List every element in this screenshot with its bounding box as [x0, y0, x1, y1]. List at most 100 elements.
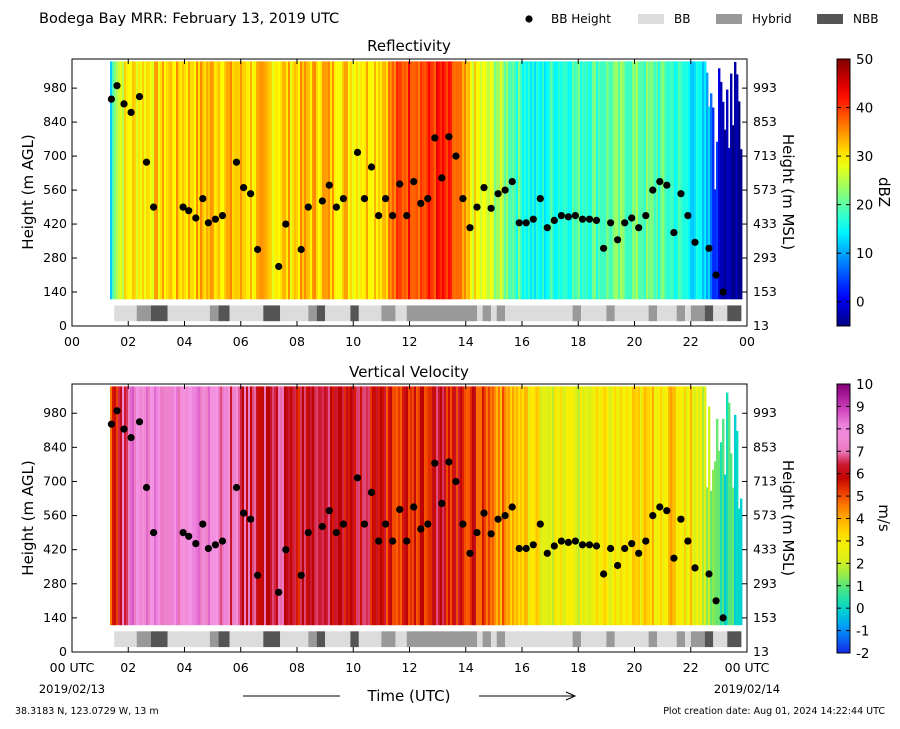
reflectivity-bb-height-point	[600, 244, 608, 252]
reflectivity-heatmap-column	[716, 141, 719, 300]
velocity-heatmap-column	[504, 386, 507, 626]
reflectivity-heatmap-column	[668, 61, 671, 300]
reflectivity-heatmap-column	[588, 61, 591, 300]
velocity-heatmap-column	[718, 450, 721, 626]
velocity-bb-height-point	[275, 588, 283, 596]
velocity-heatmap-column	[684, 386, 687, 626]
reflectivity-heatmap-column	[386, 61, 389, 300]
reflectivity-bb-height-point	[382, 195, 390, 203]
velocity-heatmap-column	[486, 386, 489, 626]
reflectivity-bb-class-segment	[167, 305, 210, 322]
velocity-bb-height-point	[600, 570, 608, 578]
velocity-bb-height-point	[529, 541, 537, 549]
velocity-heatmap-column	[306, 386, 309, 626]
velocity-heatmap-column	[346, 386, 349, 626]
reflectivity-heatmap-column	[422, 61, 425, 300]
velocity-bb-height-point	[543, 549, 551, 557]
reflectivity-bb-class-segment	[727, 305, 742, 322]
velocity-y2tick-label: 293	[753, 576, 777, 591]
reflectivity-xtick-label: 08	[289, 334, 305, 349]
reflectivity-heatmap-column	[674, 61, 677, 300]
velocity-bb-class-segment	[657, 631, 677, 648]
reflectivity-bb-class-segment	[308, 305, 317, 322]
reflectivity-ytick-label: 420	[43, 216, 67, 231]
velocity-bb-height-point	[628, 540, 636, 548]
velocity-heatmap-column	[560, 386, 563, 626]
reflectivity-heatmap-column	[292, 61, 295, 300]
reflectivity-bb-class-segment	[713, 305, 728, 322]
velocity-y2tick-label: 153	[753, 610, 777, 625]
velocity-bb-class-segment	[395, 631, 407, 648]
velocity-heatmap-column	[458, 386, 461, 626]
reflectivity-heatmap-column	[288, 61, 291, 300]
reflectivity-heatmap-column	[166, 61, 169, 300]
velocity-bb-class-segment	[482, 631, 491, 648]
velocity-heatmap-column	[334, 386, 337, 626]
velocity-bb-height-point	[247, 515, 255, 523]
velocity-heatmap-column	[500, 386, 503, 626]
velocity-heatmap-column	[326, 386, 329, 626]
reflectivity-bb-height-point	[120, 100, 128, 108]
velocity-bb-height-point	[396, 505, 404, 514]
reflectivity-heatmap-column	[644, 61, 647, 300]
velocity-heatmap-column	[482, 386, 485, 626]
reflectivity-bb-height-point	[592, 216, 601, 224]
velocity-bb-height-point	[670, 554, 678, 562]
velocity-heatmap-column	[706, 487, 709, 626]
reflectivity-ytick-label: 140	[43, 284, 67, 299]
reflectivity-heatmap-column	[676, 61, 679, 300]
reflectivity-heatmap-column	[466, 61, 469, 300]
reflectivity-bb-class-segment	[685, 305, 691, 322]
reflectivity-bb-height-point	[494, 190, 502, 198]
velocity-ytick-label: 0	[59, 644, 67, 659]
reflectivity-heatmap-column	[156, 61, 159, 300]
reflectivity-heatmap-column	[328, 61, 331, 300]
reflectivity-heatmap-column	[522, 61, 525, 300]
reflectivity-heatmap-column	[534, 61, 537, 300]
reflectivity-bb-height-point	[635, 224, 643, 232]
velocity-heatmap-column	[646, 386, 649, 626]
velocity-heatmap-column	[236, 386, 239, 626]
velocity-bb-class-segment	[114, 631, 137, 648]
velocity-heatmap-column	[586, 386, 589, 626]
velocity-heatmap-column	[734, 414, 737, 626]
velocity-heatmap-column	[496, 386, 499, 626]
velocity-heatmap-column	[610, 386, 613, 626]
reflectivity-bb-height-point	[508, 178, 516, 186]
reflectivity-xtick-label: 22	[683, 334, 699, 349]
velocity-heatmap-column	[460, 386, 463, 626]
velocity-heatmap-column	[536, 386, 539, 626]
velocity-heatmap-column	[222, 386, 225, 626]
velocity-heatmap-column	[612, 386, 615, 626]
reflectivity-heatmap-column	[496, 61, 499, 300]
reflectivity-heatmap-column	[118, 61, 121, 300]
velocity-heatmap-column	[726, 392, 729, 626]
reflectivity-heatmap-column	[296, 61, 299, 300]
velocity-heatmap-column	[576, 386, 579, 626]
reflectivity-heatmap-column	[614, 61, 617, 300]
velocity-heatmap-column	[730, 453, 733, 626]
reflectivity-bb-height-point	[135, 93, 144, 101]
velocity-heatmap-column	[640, 386, 643, 626]
velocity-bb-class-segment	[358, 631, 382, 648]
velocity-heatmap-column	[552, 386, 555, 626]
reflectivity-heatmap-column	[320, 61, 323, 300]
reflectivity-bb-height-point	[670, 229, 678, 237]
reflectivity-bb-height-point	[240, 184, 248, 192]
reflectivity-heatmap-column	[704, 61, 707, 300]
reflectivity-heatmap-column	[154, 61, 157, 300]
reflectivity-heatmap-column	[372, 61, 375, 300]
reflectivity-heatmap-column	[172, 61, 175, 300]
velocity-heatmap-column	[318, 386, 321, 626]
reflectivity-heatmap-column	[378, 61, 381, 300]
velocity-heatmap-column	[592, 386, 595, 626]
reflectivity-heatmap-column	[486, 61, 489, 300]
reflectivity-heatmap-column	[428, 61, 431, 300]
reflectivity-bb-height-point	[360, 195, 369, 203]
velocity-bb-height-point	[578, 541, 587, 549]
reflectivity-xtick-label: 16	[514, 334, 530, 349]
velocity-heatmap-column	[424, 386, 427, 626]
